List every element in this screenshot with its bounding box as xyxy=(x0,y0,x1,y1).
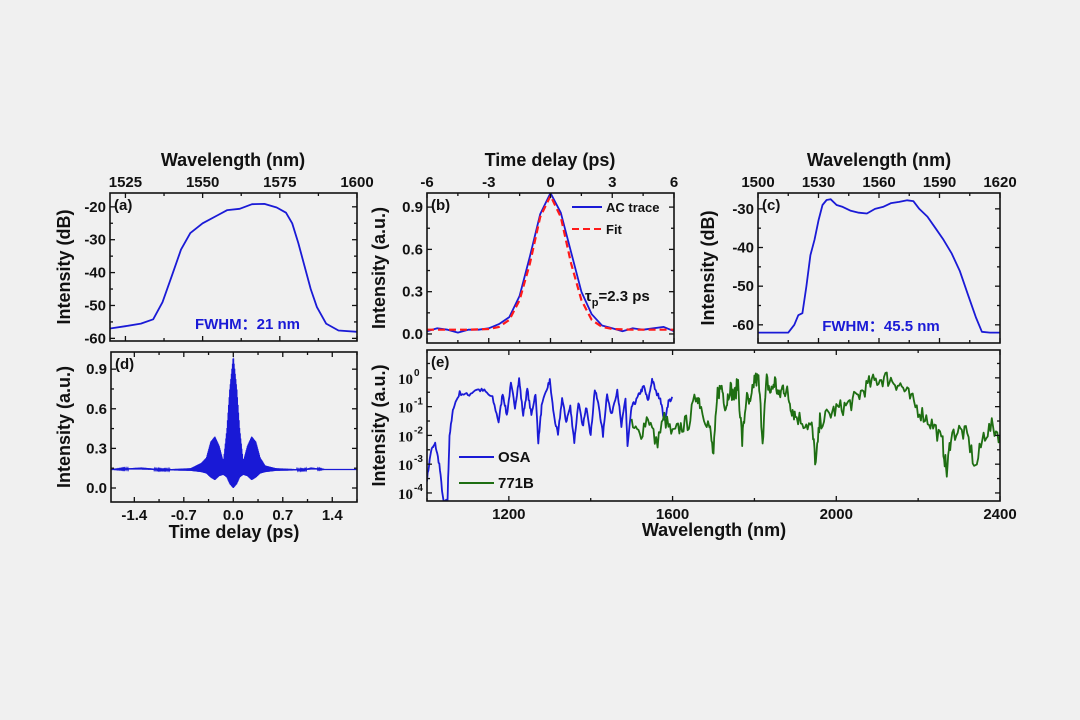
x-tick-label: 1560 xyxy=(862,174,895,191)
y-tick-label: -30 xyxy=(732,201,754,218)
y-tick-label: 10 xyxy=(398,458,413,474)
x-tick-label: 2400 xyxy=(983,506,1016,523)
y-tick-exponent: 0 xyxy=(414,368,420,379)
series-line-ac-trace xyxy=(427,193,674,334)
series-line-osa xyxy=(427,377,674,501)
y-tick-label: -20 xyxy=(84,199,106,216)
fwhm-annotation: FWHM：45.5 nm xyxy=(822,318,940,335)
legend-label: Fit xyxy=(606,222,623,237)
panel-label: (d) xyxy=(115,356,134,373)
panel-b: -6 -3 0 3 6 0.0 0.3 0.6 0.9 Time delay (ps) Intens… xyxy=(369,150,678,344)
x-axis-title: Wavelength (nm) xyxy=(807,150,951,170)
y-axis-title: Intensity (a.u.) xyxy=(369,207,389,329)
y-tick-label: -30 xyxy=(84,232,106,249)
legend-label: OSA xyxy=(498,449,531,466)
x-tick-label: 1600 xyxy=(656,506,689,523)
y-tick-label: -60 xyxy=(732,317,754,334)
y-axis-title: Intensity (dB) xyxy=(54,209,74,324)
plot-frame xyxy=(426,192,675,344)
x-tick-label: -6 xyxy=(420,174,433,191)
x-tick-label: 0 xyxy=(546,174,554,191)
y-tick-label: 0.9 xyxy=(402,199,423,216)
plot-area xyxy=(758,198,1000,334)
x-tick-label: 1530 xyxy=(802,174,835,191)
x-tick-label: 6 xyxy=(670,174,678,191)
y-tick-label: 0.6 xyxy=(402,241,423,258)
plot-frame xyxy=(426,349,1001,502)
y-tick-exponent: -3 xyxy=(414,454,423,465)
plot-frame xyxy=(109,192,358,342)
y-tick-label: 10 xyxy=(398,372,413,388)
y-tick-exponent: -4 xyxy=(414,483,423,494)
y-tick-label: -40 xyxy=(732,240,754,257)
y-tick-label: -60 xyxy=(84,330,106,347)
series-line-fit xyxy=(427,194,674,331)
x-axis-title: Time delay (ps) xyxy=(485,150,616,170)
x-tick-label: 1590 xyxy=(923,174,956,191)
y-tick-label: 0.0 xyxy=(402,326,423,343)
plot-area xyxy=(111,355,357,489)
y-tick-label: 0.3 xyxy=(86,440,107,457)
y-tick-exponent: -2 xyxy=(414,425,423,436)
panel-c: 1500 1530 1560 1590 1620 -30 -40 -50 -60 Waveleng… xyxy=(698,150,1017,344)
x-tick-label: 1600 xyxy=(340,174,373,191)
x-tick-label: 0.7 xyxy=(272,507,293,524)
x-tick-label: -1.4 xyxy=(121,507,148,524)
y-axis-title: Intensity (dB) xyxy=(698,210,718,325)
series-line xyxy=(758,198,1000,334)
series-envelope xyxy=(111,355,357,489)
plot-area xyxy=(427,371,1000,501)
y-axis-title: Intensity (a.u.) xyxy=(369,364,389,486)
panel-label: (c) xyxy=(762,197,780,214)
y-tick-label: 0.3 xyxy=(402,284,423,301)
y-tick-label: 10 xyxy=(398,401,413,417)
legend: AC trace Fit xyxy=(572,200,659,237)
x-tick-label: 1575 xyxy=(263,174,296,191)
series-line xyxy=(110,203,357,333)
legend: OSA 771B xyxy=(459,449,534,492)
plot-area xyxy=(427,193,674,334)
y-tick-label: 10 xyxy=(398,429,413,445)
x-tick-label: 1550 xyxy=(186,174,219,191)
y-tick-label: 10 xyxy=(398,487,413,503)
x-axis-title: Time delay (ps) xyxy=(169,522,300,542)
plot-area xyxy=(110,203,357,333)
fwhm-annotation: FWHM：21 nm xyxy=(195,316,300,333)
x-tick-label: 3 xyxy=(608,174,616,191)
x-tick-label: 2000 xyxy=(820,506,853,523)
legend-label: 771B xyxy=(498,475,534,492)
y-tick-label: -40 xyxy=(84,265,106,282)
x-tick-label: 1620 xyxy=(983,174,1016,191)
x-tick-label: 0.0 xyxy=(223,507,244,524)
series-line-771b xyxy=(630,371,1000,478)
legend-label: AC trace xyxy=(606,200,659,215)
x-tick-label: 1525 xyxy=(109,174,142,191)
panel-label: (e) xyxy=(431,354,449,371)
x-axis-title: Wavelength (nm) xyxy=(161,150,305,170)
plot-frame xyxy=(110,351,358,503)
x-tick-label: 1200 xyxy=(492,506,525,523)
x-tick-label: -3 xyxy=(482,174,495,191)
x-tick-label: 1.4 xyxy=(322,507,344,524)
y-tick-label: -50 xyxy=(732,278,754,295)
y-tick-label: 0.0 xyxy=(86,480,107,497)
panel-label: (b) xyxy=(431,197,450,214)
panel-label: (a) xyxy=(114,197,132,214)
y-tick-label: 0.9 xyxy=(86,361,107,378)
y-tick-exponent: -1 xyxy=(414,397,423,408)
panel-d: -1.4 -0.7 0.0 0.7 1.4 0.0 0.3 0.6 0.9 Time delay … xyxy=(54,351,358,542)
x-tick-label: -0.7 xyxy=(171,507,197,524)
y-axis-title: Intensity (a.u.) xyxy=(54,366,74,488)
y-tick-label: -50 xyxy=(84,297,106,314)
x-tick-label: 1500 xyxy=(741,174,774,191)
pulse-width-annotation: τp=2.3 ps xyxy=(585,288,650,309)
panel-a: 1525 1550 1575 1600 -20 -30 -40 -50 -60 Wavelengt… xyxy=(54,150,374,347)
y-tick-label: 0.6 xyxy=(86,401,107,418)
x-axis-title: Wavelength (nm) xyxy=(642,520,786,540)
